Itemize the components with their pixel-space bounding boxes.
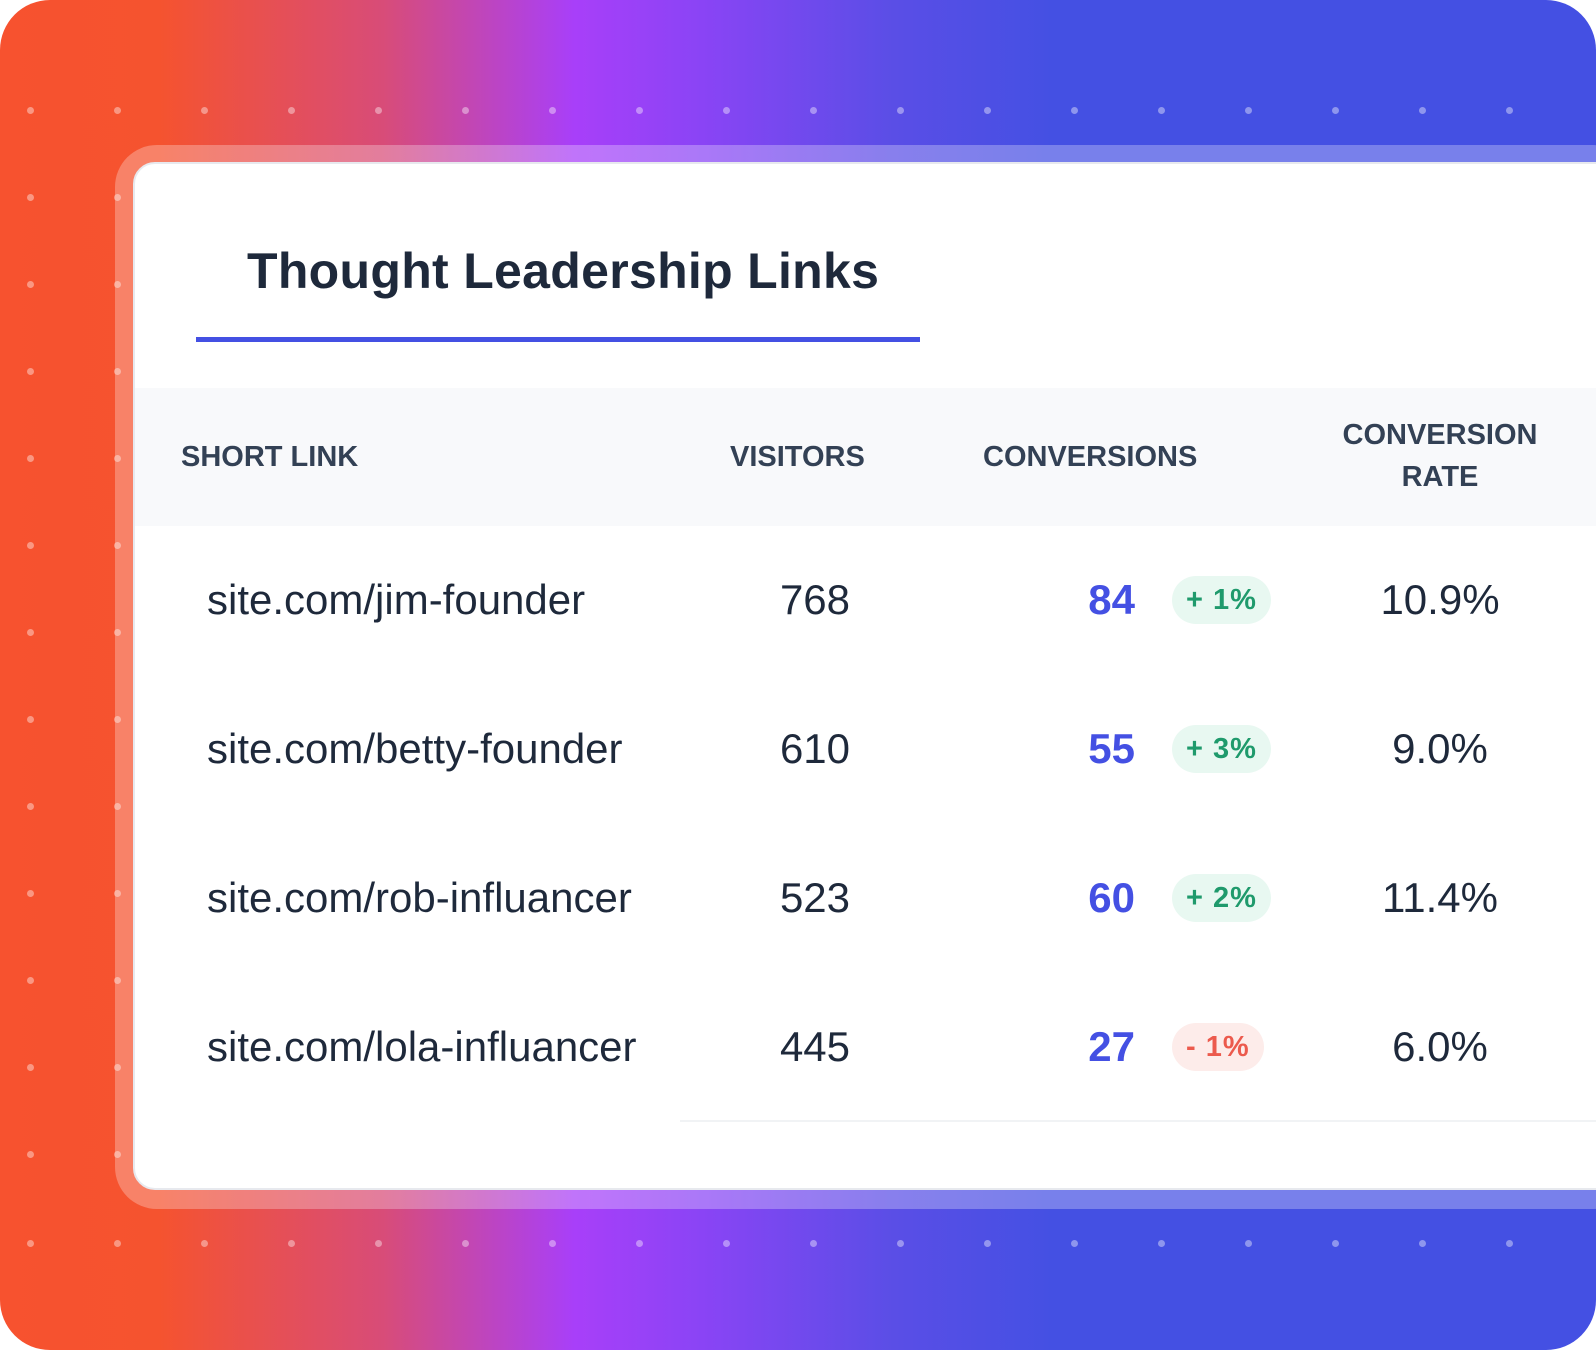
conversions-value: 27: [1088, 1023, 1135, 1070]
decorative-dot: [288, 1240, 295, 1247]
short-link[interactable]: site.com/lola-influancer: [207, 1023, 637, 1070]
decorative-dot: [1332, 107, 1339, 114]
decorative-dot: [462, 107, 469, 114]
title-tab-underline: [196, 337, 920, 342]
decorative-dot: [114, 977, 121, 984]
decorative-dot: [1506, 107, 1513, 114]
decorative-dot: [27, 1240, 34, 1247]
decorative-dot: [114, 281, 121, 288]
decorative-dot: [375, 107, 382, 114]
table-row[interactable]: site.com/jim-founder 768 84 + 1% 10.9%: [135, 550, 1596, 650]
visitors-value: 610: [779, 725, 851, 772]
decorative-dot: [27, 368, 34, 375]
conversion-rate-value: 6.0%: [1392, 1023, 1488, 1070]
decorative-dot: [1158, 107, 1165, 114]
decorative-dot: [114, 107, 121, 114]
decorative-dot: [1158, 1240, 1165, 1247]
decorative-dot: [27, 194, 34, 201]
decorative-dot: [549, 107, 556, 114]
decorative-dot: [636, 107, 643, 114]
header-conversions[interactable]: CONVERSIONS: [983, 441, 1198, 473]
decorative-dot: [1245, 1240, 1252, 1247]
decorative-dot: [288, 107, 295, 114]
short-link[interactable]: site.com/jim-founder: [207, 576, 586, 623]
conversions-value: 84: [1088, 576, 1135, 623]
header-conversion-rate[interactable]: CONVERSION RATE: [1315, 414, 1565, 498]
header-visitors[interactable]: VISITORS: [730, 441, 865, 473]
header-rate-line1: CONVERSION: [1342, 419, 1538, 451]
links-card: Thought Leadership Links SHORT LINK VISI…: [133, 162, 1596, 1190]
short-link[interactable]: site.com/betty-founder: [207, 725, 623, 772]
decorative-dot: [27, 107, 34, 114]
decorative-dot: [27, 542, 34, 549]
decorative-dot: [1419, 1240, 1426, 1247]
decorative-dot: [27, 455, 34, 462]
decorative-dot: [114, 368, 121, 375]
decorative-dot: [114, 716, 121, 723]
decorative-dot: [462, 1240, 469, 1247]
conversions-value: 55: [1088, 725, 1135, 772]
table-row[interactable]: site.com/rob-influancer 523 60 + 2% 11.4…: [135, 848, 1596, 948]
decorative-dot: [114, 803, 121, 810]
decorative-dot: [375, 1240, 382, 1247]
table-row[interactable]: site.com/lola-influancer 445 27 - 1% 6.0…: [135, 997, 1596, 1097]
decorative-dot: [27, 977, 34, 984]
decorative-dot: [1332, 1240, 1339, 1247]
decorative-dot: [114, 1064, 121, 1071]
conversions-value: 60: [1088, 874, 1135, 921]
short-link[interactable]: site.com/rob-influancer: [207, 874, 632, 921]
decorative-dot: [1245, 107, 1252, 114]
decorative-dot: [1071, 107, 1078, 114]
change-badge: - 1%: [1172, 1023, 1264, 1071]
table-row[interactable]: site.com/betty-founder 610 55 + 3% 9.0%: [135, 699, 1596, 799]
decorative-dot: [27, 1151, 34, 1158]
decorative-dot: [897, 1240, 904, 1247]
decorative-dot: [114, 629, 121, 636]
visitors-value: 768: [779, 576, 851, 623]
decorative-dot: [114, 542, 121, 549]
decorative-dot: [114, 890, 121, 897]
decorative-dot: [114, 1151, 121, 1158]
visitors-value: 445: [779, 1023, 851, 1070]
header-short-link[interactable]: SHORT LINK: [181, 441, 359, 473]
decorative-dot: [1506, 1240, 1513, 1247]
decorative-dot: [1419, 107, 1426, 114]
decorative-dot: [201, 1240, 208, 1247]
decorative-dot: [27, 629, 34, 636]
decorative-dot: [897, 107, 904, 114]
change-badge: + 1%: [1172, 576, 1271, 624]
table-header: SHORT LINK VISITORS CONVERSIONS CONVERSI…: [135, 388, 1596, 526]
change-badge: + 2%: [1172, 874, 1271, 922]
decorative-dot: [114, 455, 121, 462]
card-title: Thought Leadership Links: [247, 243, 880, 299]
decorative-dot: [984, 107, 991, 114]
conversion-rate-value: 11.4%: [1382, 874, 1498, 921]
decorative-dot: [1071, 1240, 1078, 1247]
decorative-dot: [27, 281, 34, 288]
decorative-dot: [549, 1240, 556, 1247]
decorative-dot: [27, 890, 34, 897]
decorative-dot: [723, 1240, 730, 1247]
decorative-dot: [984, 1240, 991, 1247]
decorative-dot: [114, 194, 121, 201]
decorative-dot: [810, 107, 817, 114]
decorative-dot: [27, 716, 34, 723]
decorative-dot: [723, 107, 730, 114]
decorative-dot: [114, 1240, 121, 1247]
visitors-value: 523: [779, 874, 851, 921]
change-badge: + 3%: [1172, 725, 1271, 773]
conversion-rate-value: 9.0%: [1392, 725, 1488, 772]
decorative-dot: [27, 803, 34, 810]
decorative-dot: [27, 1064, 34, 1071]
decorative-dot: [636, 1240, 643, 1247]
decorative-dot: [201, 107, 208, 114]
decorative-dot: [810, 1240, 817, 1247]
header-rate-line2: RATE: [1401, 461, 1479, 493]
table-bottom-divider: [680, 1120, 1596, 1122]
conversion-rate-value: 10.9%: [1380, 576, 1500, 623]
